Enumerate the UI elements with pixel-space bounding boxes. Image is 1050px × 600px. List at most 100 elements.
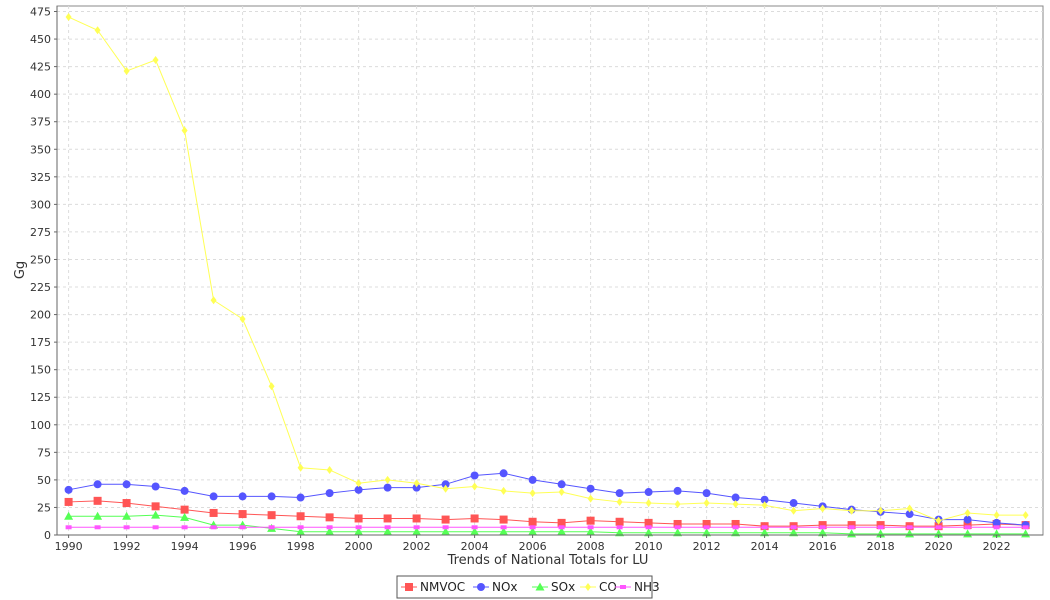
data-point-nh3 [848,525,855,530]
data-point-sox [760,528,770,537]
data-point-co [848,506,855,515]
data-point-sox [470,527,480,536]
data-point-nmvoc [586,516,595,525]
data-point-co [65,13,72,22]
y-tick-label: 250 [30,253,51,266]
data-point-nox [296,493,305,502]
data-point-nox [383,483,392,492]
legend-item-sox: SOx [532,580,575,594]
data-point-nh3 [181,525,188,530]
data-point-co [94,26,101,35]
data-point-nox [122,480,131,489]
data-point-nh3 [964,525,971,530]
data-point-co [703,499,710,508]
data-point-sox [325,527,335,536]
data-point-co [587,494,594,503]
x-tick-label: 2006 [519,540,547,553]
data-point-sox [383,527,393,536]
x-tick-label: 2010 [635,540,663,553]
data-point-nox [267,492,276,501]
data-point-co [558,488,565,497]
legend-label: NMVOC [420,580,465,594]
data-point-nh3 [471,525,478,530]
data-point-co [964,508,971,517]
y-tick-label: 375 [30,116,51,129]
data-point-nh3 [239,525,246,530]
data-point-nmvoc [731,519,740,528]
data-point-nmvoc [499,515,508,524]
data-point-nox [963,515,972,524]
data-point-co [935,516,942,525]
data-point-nox [789,499,798,508]
data-point-nmvoc [383,514,392,523]
data-point-co [239,314,246,323]
data-point-sox [412,527,422,536]
data-point-sox [93,511,103,520]
data-point-nh3 [993,525,1000,530]
data-point-co [471,482,478,491]
x-tick-label: 1998 [287,540,315,553]
x-tick-label: 2022 [983,540,1011,553]
y-axis-title: Gg [13,261,28,279]
y-tick-label: 0 [44,529,51,542]
data-point-co [123,67,130,76]
series-line-nmvoc [68,500,1026,527]
legend-item-co: CO [580,580,617,594]
y-tick-label: 400 [30,88,51,101]
data-point-co [732,500,739,509]
y-tick-label: 225 [30,281,51,294]
data-point-sox [151,510,161,519]
data-point-nh3 [703,525,710,530]
data-point-sox [122,511,132,520]
y-tick-label: 150 [30,364,51,377]
x-axis-title: Trends of National Totals for LU [447,553,649,568]
data-point-nh3 [761,525,768,530]
data-point-nmvoc [876,521,885,530]
data-point-nmvoc [209,508,218,517]
data-point-nox [325,489,334,498]
data-point-co [297,463,304,472]
data-point-nox [760,495,769,504]
data-point-nmvoc [557,518,566,527]
data-point-co [355,479,362,488]
data-point-co [500,486,507,495]
data-point-co [181,126,188,135]
data-point-nox [673,486,682,495]
data-point-nh3 [65,525,72,530]
x-tick-label: 2020 [925,540,953,553]
data-point-sox [644,528,654,537]
data-point-co [210,296,217,305]
data-point-nox [528,475,537,484]
data-point-co [645,499,652,508]
data-point-nh3 [529,525,536,530]
data-point-nmvoc [441,515,450,524]
data-point-nox [64,485,73,494]
data-point-co [326,465,333,474]
x-tick-label: 2008 [577,540,605,553]
data-point-nh3 [558,525,565,530]
legend-item-nh3: NH3 [615,580,660,594]
data-point-nmvoc [702,519,711,528]
data-point-co [906,504,913,513]
grid-lines [57,6,1043,535]
data-point-nh3 [326,525,333,530]
data-point-nmvoc [615,517,624,526]
data-point-nh3 [906,525,913,530]
x-tick-label: 2016 [809,540,837,553]
data-point-sox [354,527,364,536]
data-point-nh3 [674,525,681,530]
legend-marker [585,583,591,591]
data-point-nmvoc [151,502,160,511]
y-tick-label: 475 [30,6,51,19]
data-point-nox [644,488,653,497]
legend-marker [477,583,485,591]
data-point-co [529,489,536,498]
x-tick-label: 2000 [345,540,373,553]
data-point-nh3 [500,525,507,530]
data-point-co [819,504,826,513]
data-point-nh3 [616,525,623,530]
data-point-nh3 [384,525,391,530]
data-point-nmvoc [470,514,479,523]
data-point-nh3 [268,525,275,530]
